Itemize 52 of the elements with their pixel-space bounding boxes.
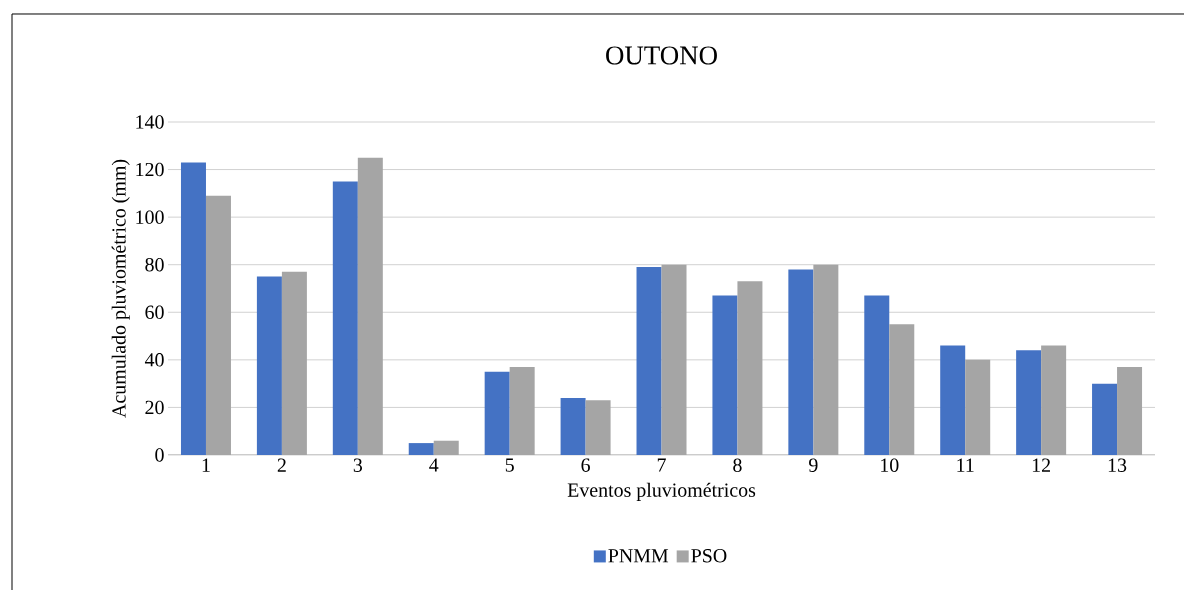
x-tick-label: 1 — [202, 458, 210, 472]
y-tick-label: 80 — [145, 257, 164, 272]
bar — [889, 324, 915, 455]
bar — [332, 181, 358, 455]
bar — [636, 267, 662, 455]
y-tick-label: 100 — [136, 210, 164, 224]
x-tick-label: 2 — [277, 458, 286, 472]
bar — [484, 371, 510, 455]
bar — [737, 281, 763, 455]
y-tick-label: 20 — [145, 400, 164, 415]
x-tick-label: 4 — [429, 458, 439, 472]
y-axis-title: Acumulado pluviométrico (mm) — [111, 159, 130, 418]
x-tick-label: 10 — [881, 458, 899, 472]
x-tick-label: 9 — [809, 458, 818, 472]
bar — [433, 440, 459, 455]
x-tick-label: 3 — [353, 458, 363, 472]
bar — [357, 157, 383, 455]
legend-label: PNMM — [608, 549, 669, 563]
bar — [864, 295, 890, 455]
bar — [788, 269, 814, 455]
bar — [661, 264, 687, 455]
y-tick-label: 0 — [155, 448, 164, 462]
x-tick-label: 7 — [657, 458, 666, 472]
x-tick-label: 6 — [581, 458, 590, 472]
bar — [560, 397, 586, 455]
legend-label: PSO — [691, 549, 727, 563]
x-tick-label: 11 — [957, 458, 974, 472]
bar — [1092, 383, 1118, 455]
bar — [180, 162, 206, 455]
x-tick-label: 13 — [1108, 458, 1127, 472]
bar — [256, 276, 282, 455]
bar — [1117, 366, 1143, 455]
bar — [965, 359, 991, 455]
y-tick-label: 120 — [136, 162, 164, 177]
bar — [408, 443, 434, 455]
bar — [585, 400, 611, 455]
x-axis-title: Eventos pluviométricos — [567, 482, 756, 501]
y-tick-label: 60 — [145, 305, 164, 319]
chart-title: OUTONO — [606, 46, 717, 65]
bar — [940, 345, 966, 455]
bar — [1016, 350, 1042, 455]
bar — [712, 295, 738, 455]
x-tick-label: 12 — [1032, 458, 1050, 472]
bar — [281, 271, 307, 455]
bar — [1041, 345, 1067, 455]
bar — [509, 366, 535, 455]
bar — [813, 264, 839, 455]
x-tick-label: 5 — [505, 458, 514, 472]
bar — [205, 195, 231, 455]
y-tick-label: 140 — [136, 115, 164, 129]
y-tick-label: 40 — [144, 353, 164, 367]
x-tick-label: 8 — [733, 458, 742, 472]
